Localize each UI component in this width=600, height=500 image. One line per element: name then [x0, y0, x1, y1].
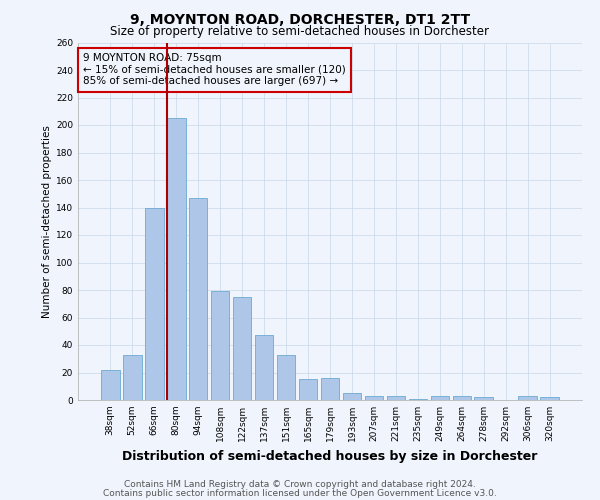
Y-axis label: Number of semi-detached properties: Number of semi-detached properties: [42, 125, 52, 318]
Bar: [365, 396, 383, 400]
Bar: [189, 198, 208, 400]
Bar: [277, 354, 295, 400]
Text: 9, MOYNTON ROAD, DORCHESTER, DT1 2TT: 9, MOYNTON ROAD, DORCHESTER, DT1 2TT: [130, 12, 470, 26]
Bar: [431, 396, 449, 400]
Bar: [145, 208, 164, 400]
X-axis label: Distribution of semi-detached houses by size in Dorchester: Distribution of semi-detached houses by …: [122, 450, 538, 462]
Bar: [167, 118, 185, 400]
Bar: [101, 370, 119, 400]
Bar: [211, 292, 229, 400]
Text: Contains HM Land Registry data © Crown copyright and database right 2024.: Contains HM Land Registry data © Crown c…: [124, 480, 476, 489]
Bar: [343, 393, 361, 400]
Bar: [409, 398, 427, 400]
Bar: [299, 380, 317, 400]
Bar: [541, 397, 559, 400]
Bar: [320, 378, 340, 400]
Bar: [452, 396, 471, 400]
Text: Contains public sector information licensed under the Open Government Licence v3: Contains public sector information licen…: [103, 489, 497, 498]
Bar: [255, 336, 274, 400]
Bar: [233, 297, 251, 400]
Bar: [518, 396, 537, 400]
Text: Size of property relative to semi-detached houses in Dorchester: Size of property relative to semi-detach…: [110, 25, 490, 38]
Bar: [386, 396, 405, 400]
Bar: [475, 397, 493, 400]
Bar: [123, 354, 142, 400]
Text: 9 MOYNTON ROAD: 75sqm
← 15% of semi-detached houses are smaller (120)
85% of sem: 9 MOYNTON ROAD: 75sqm ← 15% of semi-deta…: [83, 53, 346, 86]
